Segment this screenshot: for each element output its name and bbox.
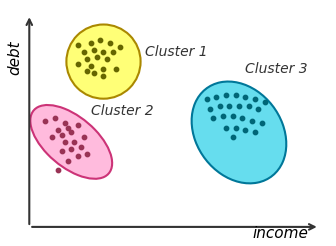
Point — [101, 74, 106, 78]
Ellipse shape — [67, 25, 140, 99]
Text: Cluster 2: Cluster 2 — [91, 104, 153, 118]
Point — [233, 93, 239, 97]
Point — [59, 149, 64, 153]
Point — [69, 147, 74, 151]
Point — [207, 107, 213, 111]
Point — [75, 154, 80, 158]
Point — [78, 145, 84, 149]
Point — [217, 105, 222, 108]
Point — [43, 119, 48, 123]
Point — [214, 95, 219, 99]
Point — [62, 121, 68, 125]
Point — [49, 135, 54, 139]
Point — [262, 100, 267, 104]
Point — [223, 93, 229, 97]
Point — [88, 41, 93, 45]
Point — [69, 130, 74, 134]
Point — [240, 116, 245, 120]
Text: Cluster 1: Cluster 1 — [145, 45, 208, 59]
Point — [256, 107, 261, 111]
Point — [243, 128, 248, 132]
Ellipse shape — [30, 105, 112, 179]
Point — [56, 128, 61, 132]
Point — [220, 114, 225, 118]
Point — [91, 48, 96, 52]
Point — [85, 57, 90, 61]
Point — [210, 116, 216, 120]
Point — [97, 38, 103, 42]
Point — [117, 46, 122, 49]
Point — [111, 50, 116, 54]
Point — [62, 140, 68, 144]
Text: debt: debt — [7, 40, 22, 75]
Point — [223, 126, 229, 130]
Point — [246, 105, 251, 108]
Point — [252, 130, 258, 134]
Point — [259, 121, 264, 125]
Point — [88, 64, 93, 68]
Text: income: income — [253, 226, 309, 241]
Point — [107, 41, 113, 45]
Point — [104, 57, 110, 61]
Point — [65, 159, 71, 163]
Ellipse shape — [192, 81, 286, 183]
Point — [226, 105, 232, 108]
Point — [230, 114, 235, 118]
Point — [101, 67, 106, 71]
Point — [114, 67, 119, 71]
Point — [249, 119, 255, 123]
Point — [101, 50, 106, 54]
Point — [75, 123, 80, 127]
Point — [56, 168, 61, 172]
Point — [85, 152, 90, 156]
Point — [81, 135, 87, 139]
Point — [243, 95, 248, 99]
Point — [252, 97, 258, 101]
Text: Cluster 3: Cluster 3 — [245, 62, 308, 76]
Point — [91, 71, 96, 75]
Point — [94, 55, 100, 59]
Point — [85, 69, 90, 73]
Point — [75, 62, 80, 66]
Point — [59, 133, 64, 137]
Point — [72, 140, 77, 144]
Point — [52, 116, 58, 120]
Point — [236, 105, 242, 108]
Point — [81, 50, 87, 54]
Point — [230, 135, 235, 139]
Point — [204, 97, 209, 101]
Point — [233, 126, 239, 130]
Point — [75, 43, 80, 47]
Point — [65, 126, 71, 130]
